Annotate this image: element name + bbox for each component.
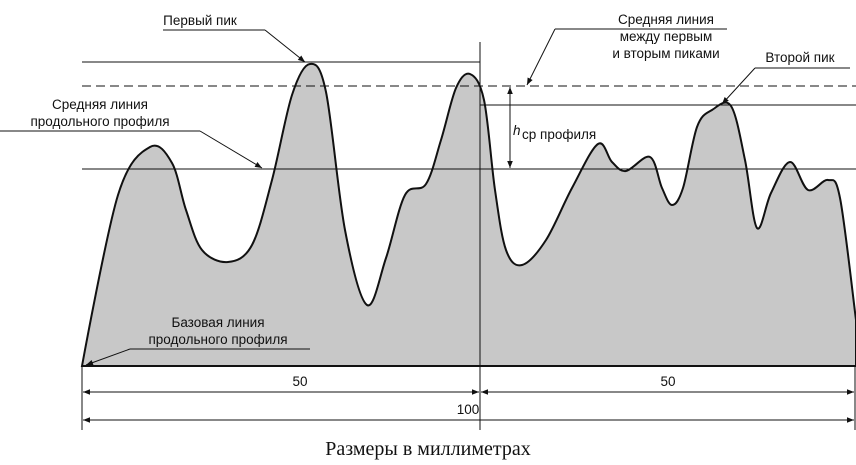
mean-line-label: Средняя линия bbox=[52, 97, 148, 112]
profile bbox=[80, 62, 856, 367]
mid-peaks-label: между первым bbox=[620, 29, 713, 44]
leader bbox=[526, 28, 556, 86]
mid-peaks-label: и вторым пиками bbox=[612, 46, 719, 61]
second-peak-label: Второй пик bbox=[765, 50, 834, 65]
leader bbox=[199, 130, 263, 169]
h-symbol: h bbox=[513, 123, 521, 138]
leader bbox=[721, 67, 756, 105]
first-peak-label: Первый пик bbox=[163, 13, 237, 28]
mean-line-label: продольного профиля bbox=[30, 114, 169, 129]
mid-peaks-label: Средняя линия bbox=[618, 12, 714, 27]
dim-right-label: 50 bbox=[660, 374, 675, 389]
leader bbox=[85, 348, 131, 366]
leader bbox=[264, 29, 306, 63]
dim-total-label: 100 bbox=[457, 402, 480, 417]
base-line-label: продольного профиля bbox=[148, 332, 287, 347]
caption: Размеры в миллиметрах bbox=[325, 438, 530, 460]
dim-left-label: 50 bbox=[292, 374, 307, 389]
h-subscript: ср профиля bbox=[522, 127, 596, 142]
base-line-label: Базовая линия bbox=[171, 315, 264, 330]
